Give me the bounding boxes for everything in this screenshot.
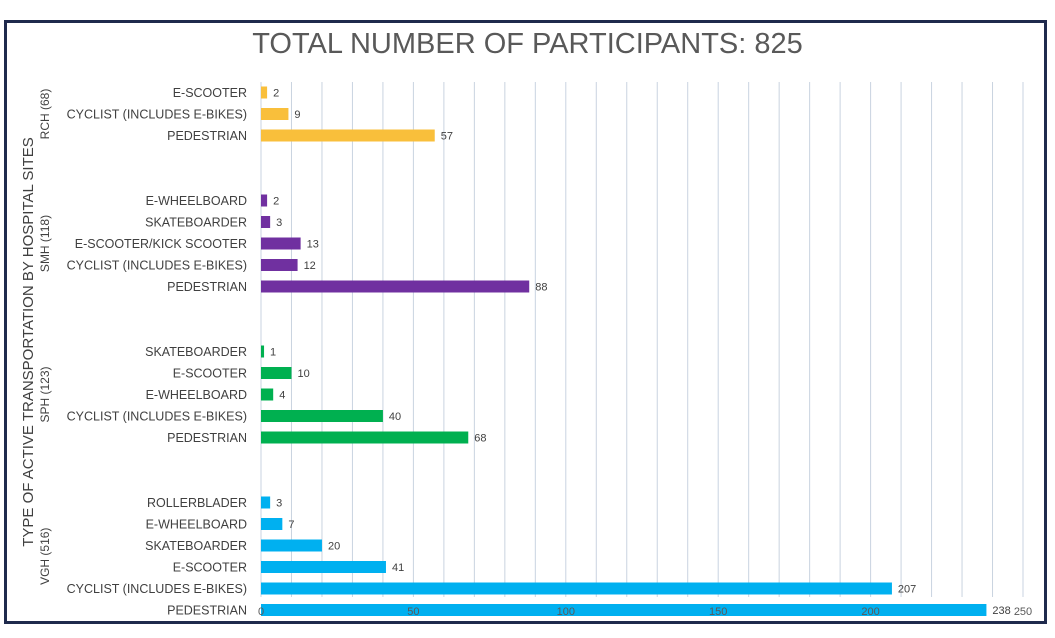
value-label: 2 bbox=[273, 196, 279, 208]
value-label: 9 bbox=[294, 109, 300, 121]
bar bbox=[261, 561, 386, 573]
bar bbox=[261, 604, 987, 616]
category-label: E-WHEELBOARD bbox=[146, 518, 247, 532]
x-tick-label: 250 bbox=[1014, 606, 1032, 618]
category-label: CYCLIST (INCLUDES E-BIKES) bbox=[67, 410, 247, 424]
category-label: E-SCOOTER bbox=[173, 367, 247, 381]
bar bbox=[261, 216, 271, 228]
bar bbox=[261, 496, 271, 509]
bar bbox=[261, 259, 298, 271]
bar bbox=[261, 237, 301, 250]
x-tick-label: 200 bbox=[861, 606, 879, 618]
category-label: SKATEBOARDER bbox=[145, 216, 247, 230]
category-label: E-SCOOTER bbox=[173, 561, 247, 575]
bar bbox=[261, 518, 283, 530]
bar bbox=[261, 345, 265, 358]
value-label: 2 bbox=[273, 88, 279, 100]
x-tick-label: 50 bbox=[407, 606, 419, 618]
category-label: CYCLIST (INCLUDES E-BIKES) bbox=[67, 108, 247, 122]
bar bbox=[261, 431, 469, 444]
category-label: SKATEBOARDER bbox=[145, 345, 247, 359]
group-label: SPH (123) bbox=[38, 366, 52, 422]
category-label: E-WHEELBOARD bbox=[146, 388, 247, 402]
value-label: 12 bbox=[304, 260, 316, 272]
category-label: E-SCOOTER/KICK SCOOTER bbox=[75, 237, 247, 251]
bar bbox=[261, 410, 383, 422]
group-label: SMH (118) bbox=[38, 215, 52, 272]
bar bbox=[261, 388, 274, 401]
bar bbox=[261, 194, 268, 207]
value-label: 7 bbox=[288, 519, 294, 531]
value-label: 57 bbox=[441, 131, 453, 143]
bar bbox=[261, 280, 530, 293]
x-axis-ticks: 0 50 100 150 200 250 bbox=[258, 606, 1032, 618]
category-label: PEDESTRIAN bbox=[167, 431, 247, 445]
value-label: 40 bbox=[389, 411, 401, 423]
category-label: CYCLIST (INCLUDES E-BIKES) bbox=[67, 259, 247, 273]
chart-frame bbox=[4, 20, 1047, 624]
grid-lines bbox=[260, 82, 1024, 597]
category-label: PEDESTRIAN bbox=[167, 129, 247, 143]
value-label: 20 bbox=[328, 541, 340, 553]
group-labels: RCH (68) SMH (118) SPH (123) VGH (516) bbox=[38, 89, 52, 585]
category-label: PEDESTRIAN bbox=[167, 280, 247, 294]
value-label: 13 bbox=[307, 239, 319, 251]
value-label: 3 bbox=[276, 217, 282, 229]
category-label: PEDESTRIAN bbox=[167, 604, 247, 618]
chart-title: TOTAL NUMBER OF PARTICIPANTS: 825 bbox=[252, 28, 803, 60]
category-label: CYCLIST (INCLUDES E-BIKES) bbox=[67, 582, 247, 596]
category-label: E-WHEELBOARD bbox=[146, 194, 247, 208]
category-label: SKATEBOARDER bbox=[145, 539, 247, 553]
x-tick-label: 0 bbox=[258, 606, 264, 618]
value-label: 1 bbox=[270, 347, 276, 359]
group-label: RCH (68) bbox=[38, 89, 52, 140]
x-tick-label: 100 bbox=[557, 606, 575, 618]
category-label: E-SCOOTER bbox=[173, 86, 247, 100]
category-labels: E-SCOOTER CYCLIST (INCLUDES E-BIKES) PEDES… bbox=[67, 86, 247, 618]
value-label: 10 bbox=[297, 368, 309, 380]
category-label: ROLLERBLADER bbox=[147, 496, 247, 510]
bar bbox=[261, 129, 435, 142]
bar bbox=[261, 86, 268, 99]
group-label: VGH (516) bbox=[38, 528, 52, 585]
bar bbox=[261, 108, 289, 120]
bars bbox=[261, 86, 987, 616]
bar bbox=[261, 367, 292, 379]
value-label: 68 bbox=[474, 433, 486, 445]
value-label: 238 bbox=[992, 605, 1010, 617]
value-label: 41 bbox=[392, 562, 404, 574]
value-label: 4 bbox=[279, 390, 285, 402]
y-axis-label: TYPE OF ACTIVE TRANSPORTATION BY HOSPITA… bbox=[20, 137, 37, 547]
bar bbox=[261, 582, 892, 595]
value-label: 88 bbox=[535, 282, 547, 294]
x-tick-label: 150 bbox=[709, 606, 727, 618]
bar bbox=[261, 539, 322, 552]
value-label: 207 bbox=[898, 584, 916, 596]
value-label: 3 bbox=[276, 498, 282, 510]
